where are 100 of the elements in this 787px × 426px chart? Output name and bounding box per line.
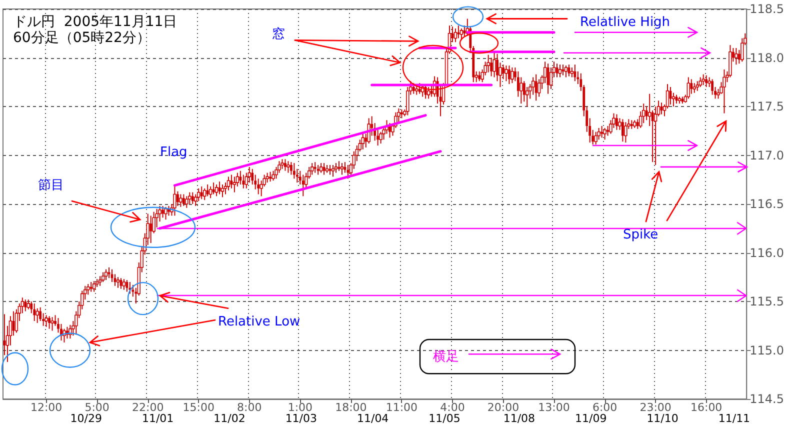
- candlestick: [319, 162, 323, 174]
- annotation: Relatlive High: [580, 15, 670, 30]
- candlestick: [692, 82, 696, 94]
- x-tick-label: 15:00: [182, 401, 214, 414]
- candlestick: [334, 162, 338, 174]
- candlestick: [164, 206, 168, 220]
- candlestick: [463, 25, 466, 37]
- candlestick: [486, 54, 490, 73]
- x-tick-label: 20:00: [487, 401, 520, 414]
- annotation: Spike: [623, 228, 658, 243]
- candlestick: [498, 62, 502, 88]
- candlestick: [284, 158, 286, 172]
- text: 11/09: [575, 412, 607, 425]
- annotation: Flag: [160, 144, 188, 160]
- text: 11/11: [718, 412, 750, 425]
- candlestick: [322, 162, 326, 176]
- candlestick: [532, 76, 535, 96]
- candlestick: [740, 38, 744, 62]
- candlestick: [708, 76, 711, 88]
- x-tick-label: 6:00: [592, 401, 618, 414]
- y-tick-label: 114.5: [750, 392, 784, 406]
- candlestick: [686, 76, 690, 100]
- y-tick-label: 118.5: [750, 2, 784, 16]
- candlestick: [504, 65, 508, 82]
- candlestick: [728, 44, 732, 78]
- candlestick: [622, 118, 624, 142]
- candlestick: [257, 178, 260, 195]
- candlestick: [98, 276, 102, 286]
- candlestick: [206, 184, 209, 197]
- candlestick: [272, 170, 275, 182]
- candlestick: [331, 164, 335, 178]
- candlestick: [478, 70, 481, 82]
- text: 10/29: [70, 412, 102, 425]
- candlestick: [705, 74, 708, 88]
- candlestick: [269, 171, 272, 182]
- candlestick: [280, 158, 284, 170]
- candlestick: [314, 162, 316, 174]
- x-tick-label: 12:00: [30, 401, 62, 414]
- y-tick-label: 115.0: [750, 343, 784, 358]
- candlestick: [594, 131, 598, 146]
- candlestick: [202, 188, 206, 201]
- candlestick: [90, 282, 92, 292]
- candlestick: [522, 80, 526, 102]
- candlestick: [698, 76, 702, 88]
- candlestick: [430, 84, 433, 98]
- candlestick: [570, 67, 574, 78]
- y-tick-label: 116.0: [750, 246, 784, 260]
- y-tick-label: 115.5: [750, 294, 784, 308]
- candlestick: [642, 103, 646, 124]
- candlestick: [616, 114, 618, 130]
- candlestick: [116, 276, 120, 288]
- annotation: 横足: [433, 350, 459, 365]
- chart-title: ドル円 2005年11月11日: [13, 14, 178, 30]
- candlestick: [574, 64, 576, 82]
- candlestick: [150, 215, 152, 244]
- candlestick: [310, 162, 314, 176]
- candlestick: [624, 122, 628, 144]
- text: 11/05: [428, 412, 460, 425]
- candlestick: [457, 25, 460, 39]
- candlestick: [558, 64, 562, 78]
- candlestick: [508, 65, 510, 85]
- candlestick: [490, 57, 492, 77]
- y-tick-label: 117.5: [750, 100, 784, 114]
- candlestick: [50, 316, 54, 332]
- candlestick: [696, 80, 699, 92]
- x-tick-label: 1:00: [288, 401, 313, 414]
- candlestick: [48, 316, 50, 330]
- annotation: 窓: [272, 26, 285, 42]
- candlestick: [168, 205, 170, 216]
- candlestick: [232, 176, 236, 193]
- candlestick: [510, 67, 514, 84]
- candlestick: [226, 176, 230, 191]
- candlestick: [346, 164, 350, 180]
- candlestick: [197, 188, 200, 202]
- candlestick: [36, 308, 39, 324]
- x-tick-label: 18:00: [335, 401, 367, 414]
- text: 11/04: [357, 412, 389, 425]
- candlestick: [340, 162, 344, 176]
- candlestick: [122, 278, 126, 290]
- candlestick: [200, 186, 203, 200]
- candlestick: [568, 64, 570, 77]
- y-tick-label: 118.0: [750, 50, 784, 65]
- candlestick: [92, 280, 96, 292]
- candlestick: [526, 86, 529, 107]
- candlestick: [212, 182, 215, 195]
- candlestick: [454, 28, 458, 43]
- annotation: 節目: [38, 178, 64, 194]
- candlestick: [636, 118, 639, 130]
- text: 11/08: [503, 412, 536, 425]
- candlestick: [302, 174, 304, 197]
- candlestick: [173, 184, 176, 216]
- candlestick: [208, 186, 212, 199]
- candlestick: [182, 194, 185, 206]
- candlestick: [220, 184, 224, 198]
- text: 11/10: [646, 412, 678, 425]
- candlestick: [239, 170, 242, 185]
- candlestick: [606, 126, 609, 136]
- candlestick: [104, 268, 108, 281]
- candlestick: [537, 78, 541, 98]
- candlestick: [176, 190, 179, 206]
